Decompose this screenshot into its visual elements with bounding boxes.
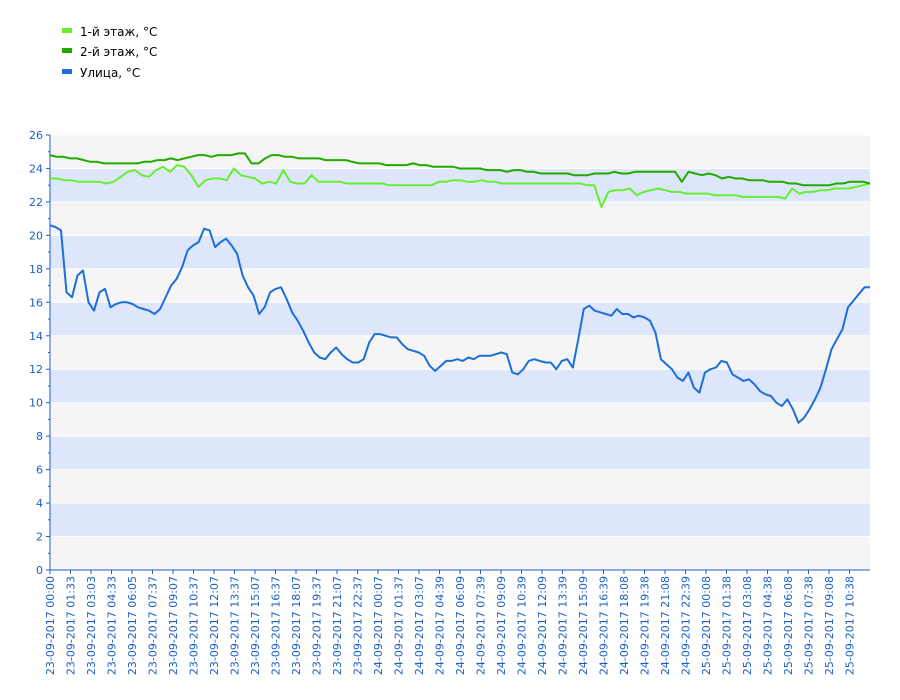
x-tick-label: 25-09-2017 10:38 (844, 576, 857, 675)
x-tick-label: 23-09-2017 12:07 (208, 576, 221, 675)
x-tick-label: 25-09-2017 07:38 (803, 576, 816, 675)
x-tick-label: 25-09-2017 03:08 (741, 576, 754, 675)
y-tick-label: 14 (29, 330, 43, 343)
x-tick-label: 24-09-2017 06:09 (454, 576, 467, 675)
grid-band (50, 201, 870, 236)
x-tick-label: 24-09-2017 16:39 (598, 576, 611, 675)
y-tick-label: 22 (29, 196, 43, 209)
grid-band (50, 235, 870, 269)
y-tick-label: 20 (29, 229, 43, 242)
grid-band (50, 436, 870, 470)
x-tick-label: 24-09-2017 04:39 (434, 576, 447, 675)
y-tick-label: 6 (36, 464, 43, 477)
x-tick-label: 24-09-2017 15:09 (577, 576, 590, 675)
x-tick-label: 23-09-2017 13:37 (229, 576, 242, 675)
grid-band (50, 168, 870, 202)
x-tick-label: 24-09-2017 18:08 (618, 576, 631, 675)
grid-band (50, 402, 870, 437)
y-tick-label: 4 (36, 497, 43, 510)
grid-band (50, 268, 870, 303)
legend: 1-й этаж, °C 2-й этаж, °C Улица, °C (62, 25, 157, 80)
legend-label: 1-й этаж, °C (80, 25, 157, 39)
legend-label: Улица, °C (80, 66, 140, 80)
x-tick-label: 24-09-2017 13:39 (557, 576, 570, 675)
legend-swatch (62, 28, 72, 33)
x-tick-label: 24-09-2017 01:37 (393, 576, 406, 675)
x-tick-label: 23-09-2017 15:07 (249, 576, 262, 675)
series-line (50, 164, 871, 208)
y-tick-label: 24 (29, 162, 43, 175)
x-tick-label: 24-09-2017 19:38 (639, 576, 652, 675)
x-tick-label: 24-09-2017 03:07 (413, 576, 426, 675)
grid-band (50, 503, 870, 537)
legend-swatch (62, 69, 72, 74)
y-tick-label: 8 (36, 430, 43, 443)
x-tick-label: 25-09-2017 06:08 (782, 576, 795, 675)
y-tick-label: 2 (36, 531, 43, 544)
series-line (49, 224, 870, 424)
grid-band (50, 469, 870, 504)
x-tick-label: 23-09-2017 04:33 (106, 576, 119, 675)
legend-item: Улица, °C (62, 66, 140, 80)
x-tick-label: 23-09-2017 07:37 (147, 576, 160, 675)
x-tick-label: 23-09-2017 00:00 (44, 576, 57, 675)
x-tick-label: 24-09-2017 22:39 (680, 576, 693, 675)
y-tick-label: 18 (29, 263, 43, 276)
x-tick-label: 24-09-2017 21:08 (659, 576, 672, 675)
grid-band (50, 369, 870, 403)
x-tick-label: 23-09-2017 10:37 (188, 576, 201, 675)
y-tick-label: 16 (29, 296, 43, 309)
x-tick-label: 23-09-2017 16:37 (270, 576, 283, 675)
grid-band (50, 135, 870, 169)
x-tick-label: 23-09-2017 06:05 (126, 576, 139, 675)
x-tick-label: 24-09-2017 12:09 (536, 576, 549, 675)
grid-band (50, 536, 870, 570)
x-tick-label: 23-09-2017 21:07 (331, 576, 344, 675)
x-tick-label: 25-09-2017 00:08 (700, 576, 713, 675)
x-tick-label: 23-09-2017 09:07 (167, 576, 180, 675)
x-tick-label: 24-09-2017 07:39 (475, 576, 488, 675)
x-tick-label: 23-09-2017 22:37 (352, 576, 365, 675)
legend-item: 1-й этаж, °C (62, 25, 157, 39)
x-tick-label: 24-09-2017 09:09 (495, 576, 508, 675)
grid-band (50, 335, 870, 370)
x-tick-label: 23-09-2017 18:07 (290, 576, 303, 675)
series-line (49, 152, 871, 187)
x-tick-label: 24-09-2017 00:07 (372, 576, 385, 675)
y-tick-label: 12 (29, 363, 43, 376)
legend-swatch (62, 48, 72, 53)
x-tick-label: 23-09-2017 01:33 (65, 576, 78, 675)
legend-item: 2-й этаж, °C (62, 45, 157, 59)
x-tick-label: 23-09-2017 03:03 (85, 576, 98, 675)
legend-label: 2-й этаж, °C (80, 45, 157, 59)
grid-band (50, 302, 870, 336)
x-tick-label: 25-09-2017 04:38 (762, 576, 775, 675)
y-tick-label: 10 (29, 397, 43, 410)
x-tick-label: 25-09-2017 09:08 (823, 576, 836, 675)
y-tick-label: 0 (36, 564, 43, 577)
x-tick-label: 24-09-2017 10:39 (516, 576, 529, 675)
x-tick-label: 25-09-2017 01:38 (721, 576, 734, 675)
y-tick-label: 26 (29, 129, 43, 142)
x-tick-label: 23-09-2017 19:37 (311, 576, 324, 675)
